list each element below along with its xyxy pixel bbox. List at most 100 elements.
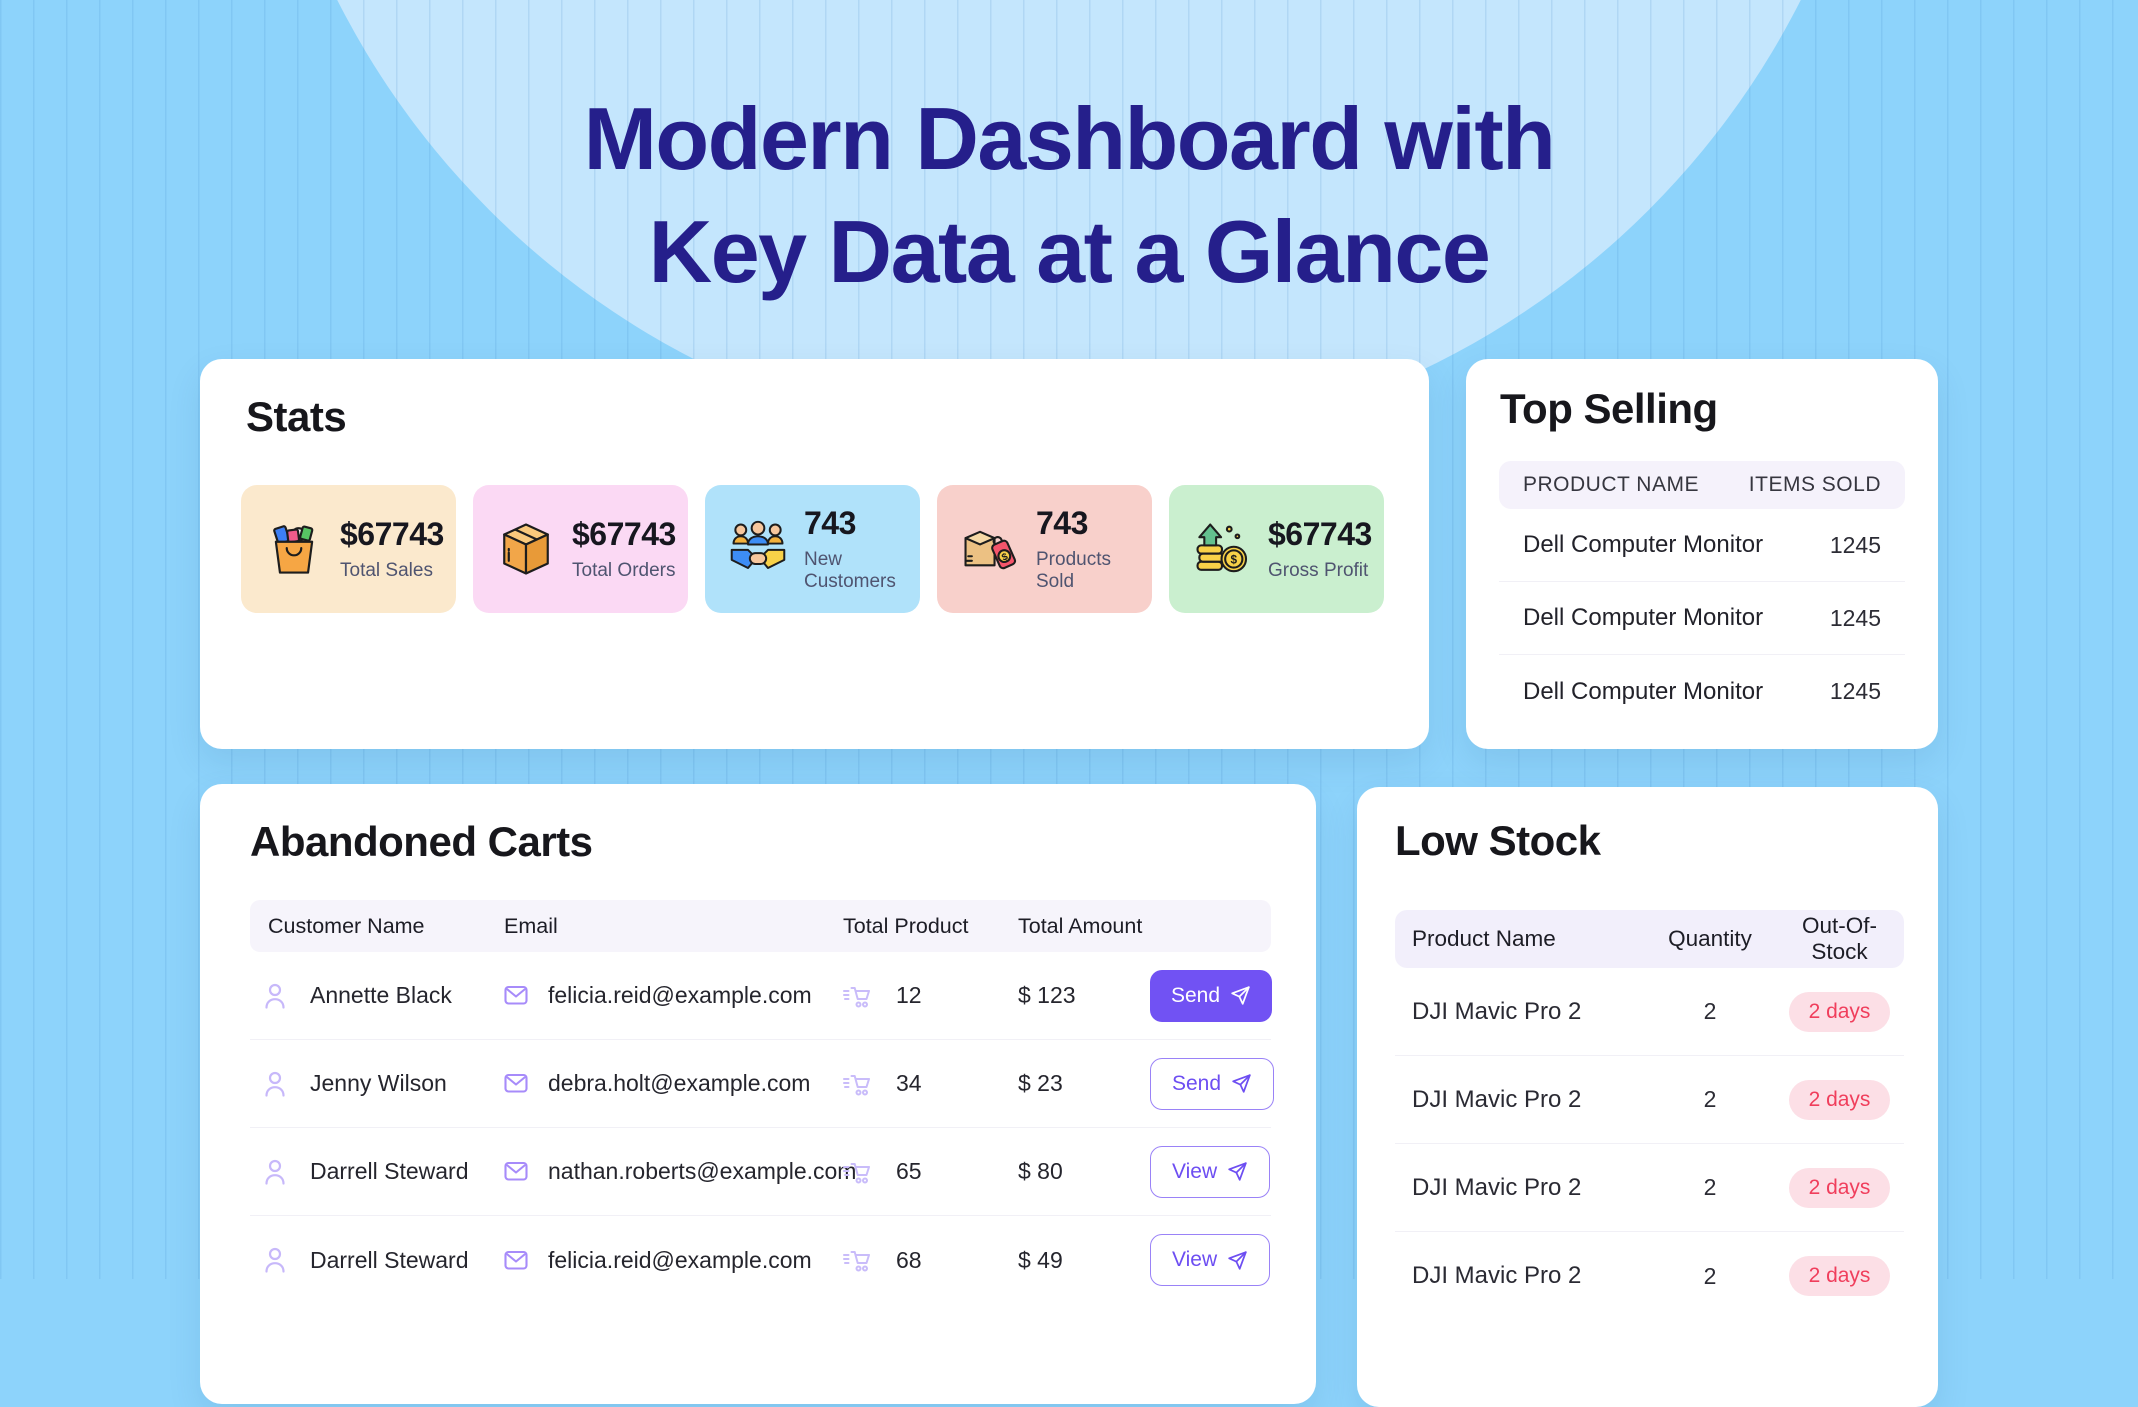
- table-row: Darrell Steward nathan.roberts@example.c…: [250, 1128, 1271, 1216]
- quantity-value: 2: [1703, 998, 1717, 1024]
- customer-name: Jenny Wilson: [310, 1070, 447, 1096]
- customer-name: Annette Black: [310, 982, 452, 1008]
- product-name: Dell Computer Monitor: [1523, 604, 1764, 631]
- button-label: View: [1172, 1248, 1218, 1271]
- low-stock-table: DJI Mavic Pro 2 2 2 days DJI Mavic Pro 2…: [1395, 968, 1904, 1320]
- table-row: Darrell Steward felicia.reid@example.com…: [250, 1216, 1271, 1304]
- column-header-quantity: Quantity: [1668, 926, 1752, 951]
- gross-profit-icon: $: [1196, 523, 1248, 573]
- column-header-out-of-stock: Out-Of-Stock: [1801, 913, 1877, 964]
- total-amount-value: $ 123: [1018, 982, 1076, 1008]
- top-selling-header-row: PRODUCT NAME ITEMS SOLD: [1499, 461, 1905, 509]
- send-icon: [1228, 1250, 1247, 1270]
- button-label: View: [1172, 1159, 1218, 1183]
- button-label: Send: [1171, 983, 1221, 1007]
- table-row: DJI Mavic Pro 2 2 2 days: [1395, 1144, 1904, 1232]
- product-name: Dell Computer Monitor: [1523, 531, 1764, 558]
- mail-icon: [504, 1250, 528, 1270]
- mail-icon: [504, 1161, 528, 1181]
- column-header-customer-name: Customer Name: [268, 913, 425, 938]
- product-name: DJI Mavic Pro 2: [1412, 1085, 1582, 1113]
- stat-label: Gross Profit: [1268, 560, 1369, 581]
- quantity-value: 2: [1703, 1262, 1717, 1289]
- cart-icon: [843, 1251, 870, 1272]
- customer-email: felicia.reid@example.com: [548, 1246, 812, 1273]
- total-amount-value: $ 23: [1018, 1070, 1063, 1096]
- stat-label: Total Sales: [340, 560, 433, 581]
- stat-value: $67743: [572, 516, 676, 552]
- package-box-icon: [503, 523, 549, 575]
- stat-tiles: $67743 Total Sales $67743 Total: [241, 485, 1384, 613]
- product-name: DJI Mavic Pro 2: [1412, 1262, 1582, 1289]
- low-stock-card: Low Stock Product Name Quantity Out-Of-S…: [1357, 787, 1938, 1407]
- out-of-stock-badge: 2 days: [1788, 1079, 1891, 1120]
- mail-icon: [504, 1073, 528, 1093]
- total-product-value: 65: [896, 1158, 922, 1184]
- table-row: Jenny Wilson debra.holt@example.com 34 $…: [250, 1040, 1275, 1128]
- total-product-value: 12: [896, 982, 922, 1008]
- products-sold-icon: $: [964, 530, 1017, 570]
- stat-value: 743: [804, 505, 856, 541]
- cart-icon: [843, 1074, 870, 1095]
- top-selling-table: Dell Computer Monitor 1245 Dell Computer…: [1499, 509, 1905, 728]
- product-name: DJI Mavic Pro 2: [1412, 997, 1582, 1025]
- table-row: Dell Computer Monitor 1245: [1499, 582, 1905, 655]
- send-icon: [1232, 1074, 1251, 1093]
- customer-email: debra.holt@example.com: [548, 1070, 811, 1096]
- low-stock-header-row: Product Name Quantity Out-Of-Stock: [1395, 910, 1904, 968]
- cart-icon: [843, 1162, 870, 1183]
- column-header-total-product: Total Product: [843, 913, 969, 938]
- out-of-stock-badge: 2 days: [1788, 1256, 1891, 1296]
- column-header-items-sold: ITEMS SOLD: [1748, 473, 1881, 496]
- table-row: DJI Mavic Pro 2 2 2 days: [1395, 968, 1904, 1056]
- abandoned-carts-header-row: Customer Name Email Total Product Total …: [250, 900, 1271, 952]
- out-of-stock-badge: 2 days: [1788, 991, 1891, 1032]
- button-label: Send: [1172, 1071, 1222, 1095]
- new-customers-icon: [730, 520, 786, 570]
- column-header-product-name: PRODUCT NAME: [1523, 473, 1699, 496]
- stat-tile-new-customers: 743 New Customers: [705, 485, 920, 613]
- total-product-value: 34: [896, 1070, 922, 1096]
- stats-card: Stats $67743 Total Sales: [200, 359, 1429, 749]
- svg-text:$: $: [1231, 554, 1238, 567]
- send-icon: [1228, 1162, 1247, 1181]
- items-sold-value: 1245: [1829, 604, 1881, 631]
- stat-value: $67743: [1268, 516, 1372, 552]
- mail-icon: [504, 985, 528, 1005]
- product-name: Dell Computer Monitor: [1523, 677, 1764, 705]
- total-amount-value: $ 80: [1018, 1158, 1063, 1184]
- stat-tile-products-sold: $ 743 Products Sold: [937, 485, 1152, 613]
- table-row: DJI Mavic Pro 2 2 2 days: [1395, 1232, 1904, 1320]
- page-title-line1: Modern Dashboard with: [583, 89, 1556, 188]
- table-row: DJI Mavic Pro 2 2 2 days: [1395, 1056, 1904, 1144]
- send-button[interactable]: Send: [1150, 969, 1273, 1022]
- user-icon: [265, 1247, 285, 1273]
- abandoned-carts-heading: Abandoned Carts: [250, 818, 593, 865]
- cart-icon: [843, 986, 870, 1007]
- table-row: Annette Black felicia.reid@example.com 1…: [250, 952, 1273, 1040]
- view-button[interactable]: View: [1150, 1145, 1271, 1198]
- table-row: Dell Computer Monitor 1245: [1499, 509, 1905, 582]
- shopping-bag-icon: [273, 525, 314, 574]
- stat-tile-gross-profit: $ $67743 Gross Profit: [1169, 485, 1384, 613]
- page-title-line2: Key Data at a Glance: [648, 202, 1491, 301]
- column-header-email: Email: [504, 913, 558, 938]
- abandoned-carts-table: Annette Black felicia.reid@example.com 1…: [250, 952, 1275, 1304]
- user-icon: [265, 1159, 285, 1185]
- stat-value: $67743: [340, 516, 444, 552]
- column-header-product-name: Product Name: [1412, 926, 1556, 951]
- stat-label: New Customers: [804, 549, 896, 592]
- product-name: DJI Mavic Pro 2: [1412, 1173, 1582, 1201]
- svg-text:$: $: [1000, 551, 1010, 563]
- table-row: Dell Computer Monitor 1245: [1499, 655, 1905, 728]
- total-product-value: 68: [896, 1246, 922, 1273]
- user-icon: [265, 983, 285, 1009]
- stat-label: Products Sold: [1036, 549, 1111, 592]
- send-button[interactable]: Send: [1150, 1057, 1275, 1110]
- view-button[interactable]: View: [1150, 1234, 1271, 1286]
- send-icon: [1231, 986, 1250, 1005]
- stat-tile-total-sales: $67743 Total Sales: [241, 485, 456, 613]
- customer-name: Darrell Steward: [310, 1158, 469, 1184]
- items-sold-value: 1245: [1829, 678, 1881, 704]
- quantity-value: 2: [1703, 1174, 1717, 1200]
